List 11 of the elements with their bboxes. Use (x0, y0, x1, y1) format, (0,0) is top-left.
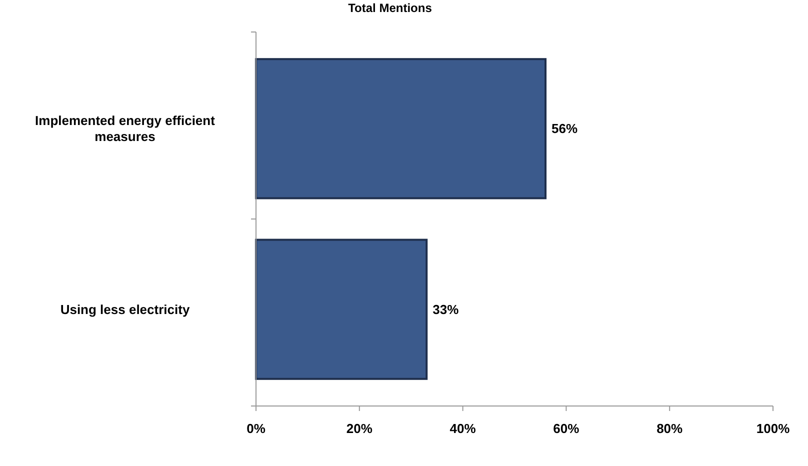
chart-subtitle: Total Mentions (348, 1, 432, 15)
data-label: 33% (432, 302, 460, 317)
x-tick-label: 80% (656, 421, 684, 436)
data-label: 56% (552, 121, 578, 136)
x-tick-label: 0% (246, 421, 266, 436)
y-tick-label: Implemented energy efficient measures (35, 113, 216, 144)
x-tick-label: 100% (756, 421, 790, 436)
x-tick-label: 60% (553, 421, 580, 436)
x-tick-label: 20% (346, 421, 373, 436)
y-tick-label: Using less electricity (60, 302, 190, 317)
x-tick-label: 40% (450, 421, 476, 436)
